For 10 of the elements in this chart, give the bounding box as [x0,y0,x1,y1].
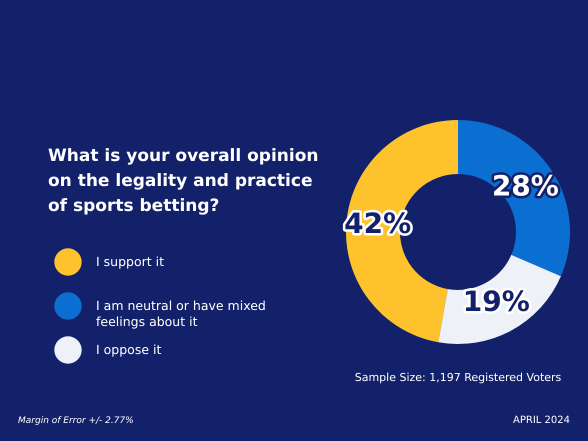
data-label: 28% [492,170,559,203]
data-label: 19% [462,284,530,318]
text: What is your overall opinion on the legality and practice of sports betting? [48,146,319,216]
legend-label: I oppose it [96,342,162,357]
text: Margin of Error +/- 2.77% [18,416,134,426]
legend-label: I support it [96,254,164,269]
text: APRIL 2024 [513,415,570,426]
donut-slice [346,120,458,342]
text: Sample Size: 1,197 Registered Voters [354,371,562,384]
legend-label: I am neutral or have mixed feelings about it [96,298,266,329]
